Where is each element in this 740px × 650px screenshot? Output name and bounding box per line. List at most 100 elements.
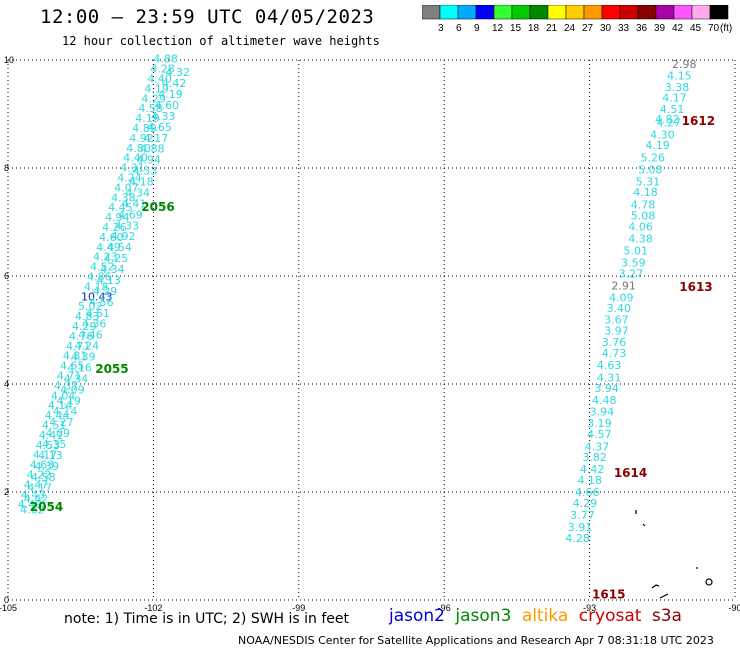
scale-swatch — [475, 5, 495, 20]
swh-value: 4.82 — [655, 113, 680, 126]
swh-value: 4.19 — [645, 139, 670, 152]
swh-value: 4.25 — [104, 252, 129, 265]
swh-value: 4.27 — [49, 416, 74, 429]
scale-swatch — [457, 5, 477, 20]
swh-value: 4.76 — [69, 330, 94, 343]
swh-value: 4.39 — [35, 460, 60, 473]
scale-label: 6 — [456, 23, 462, 34]
scale-swatch — [709, 5, 729, 20]
orbit-number: 1614 — [614, 466, 647, 480]
orbit-number: 1615 — [592, 587, 625, 601]
swh-value: 4.30 — [650, 128, 675, 141]
swh-value: 4.71 — [57, 370, 81, 383]
swh-value: 4.61 — [86, 307, 111, 320]
swh-value: 5.31 — [636, 175, 661, 188]
swh-value: 4.60 — [155, 99, 180, 112]
scale-swatch — [529, 5, 549, 20]
swh-value: 4.04 — [51, 389, 76, 402]
swh-value: 4.41 — [122, 197, 147, 210]
swh-value: 4.54 — [107, 241, 131, 254]
scale-label: 24 — [564, 23, 576, 34]
swh-value: 4.14 — [53, 405, 78, 418]
scale-label: (ft) — [720, 23, 732, 34]
swh-value: 5.08 — [631, 209, 656, 222]
swh-value: 3.19 — [587, 417, 612, 430]
scale-label: 9 — [474, 23, 480, 34]
swh-value: 4.44 — [45, 409, 70, 422]
swh-value: 4.17 — [27, 482, 51, 495]
scale-swatch — [439, 5, 459, 20]
scale-label: 18 — [528, 23, 540, 34]
swh-value: 3.77 — [570, 509, 595, 522]
scale-swatch — [583, 5, 603, 20]
swh-value: 4.63 — [30, 459, 55, 472]
swh-value: 4.17 — [662, 92, 687, 105]
swh-value: 4.51 — [42, 419, 67, 432]
swh-value: 3.82 — [582, 451, 607, 464]
swh-value: 3.40 — [607, 302, 632, 315]
orbit-number: 1612 — [682, 114, 715, 128]
scale-label: 15 — [510, 23, 522, 34]
swh-value: 4.28 — [150, 63, 175, 76]
swh-value: 4.34 — [100, 263, 125, 276]
swh-value: 3.27 — [619, 268, 644, 281]
orbit-number: 2056 — [141, 200, 174, 214]
color-scale: 3 6 9 12 15 18 21 24 27 30 33 36 39 42 45 70 (ft) — [422, 5, 732, 34]
swh-value: 10.43 — [81, 290, 113, 303]
swh-value: 4.14 — [48, 399, 73, 412]
scale-label: 42 — [672, 23, 684, 34]
swh-value: 3.91 — [568, 521, 593, 534]
y-tick-label: 10 — [4, 55, 14, 65]
swh-value: 4.13 — [38, 449, 63, 462]
x-tick-label: -96 — [438, 603, 451, 613]
scale-label: 21 — [546, 23, 558, 34]
swh-value: 4.92 — [129, 132, 154, 145]
page-subtitle: 12 hour collection of altimeter wave hei… — [62, 34, 380, 48]
swh-value: 4.33 — [115, 219, 140, 232]
swh-value: 4.17 — [33, 449, 58, 462]
swh-value: 5.01 — [624, 244, 649, 257]
scale-swatch — [601, 5, 621, 20]
swh-value: 4.81 — [63, 350, 88, 363]
swh-value: 4.80 — [126, 142, 151, 155]
legend-s3a: s3a — [651, 606, 682, 626]
swh-value: 3.67 — [604, 314, 629, 327]
swh-value: 4.60 — [99, 231, 124, 244]
swh-value: 4.52 — [90, 261, 115, 274]
swh-value: 2.91 — [611, 280, 636, 293]
swh-value: 4.17 — [144, 132, 169, 145]
swh-value: 4.58 — [138, 102, 163, 115]
swh-value: 4.40 — [147, 73, 172, 86]
swh-value: 3.97 — [604, 324, 629, 337]
swh-value: 4.22 — [27, 469, 52, 482]
y-tick-label: 8 — [4, 163, 9, 173]
swh-value: 4.49 — [18, 498, 43, 511]
coastline — [635, 510, 713, 599]
y-tick-label: 6 — [4, 271, 9, 281]
swh-value: 4.58 — [31, 471, 56, 484]
swh-value: 4.49 — [96, 241, 121, 254]
swh-value: 4.18 — [129, 176, 154, 189]
swh-value: 3.59 — [621, 256, 646, 269]
swh-value: 4.24 — [75, 340, 100, 353]
scale-label: 39 — [654, 23, 666, 34]
swh-value: 4.40 — [123, 152, 148, 165]
swh-value: 4.28 — [565, 532, 590, 545]
page-title: 12:00 – 23:59 UTC 04/05/2023 — [40, 6, 375, 28]
swh-value: 4.32 — [166, 66, 191, 79]
swh-value: 4.36 — [82, 318, 107, 331]
swh-value: 4.63 — [597, 359, 622, 372]
swh-value: 4.42 — [24, 493, 49, 506]
swh-value: 4.15 — [667, 69, 692, 82]
swh-value: 4.09 — [609, 291, 634, 304]
swh-value: 5.08 — [638, 163, 663, 176]
swh-value: 4.09 — [60, 383, 85, 396]
swh-value: 4.33 — [151, 110, 176, 123]
swh-value: 5.02 — [78, 300, 103, 313]
swh-value: 4.41 — [39, 429, 64, 442]
swh-value: 4.47 — [24, 478, 48, 491]
swh-value: 4.46 — [78, 329, 103, 342]
swh-value: 4.26 — [102, 221, 127, 234]
scale-label: 12 — [492, 23, 504, 34]
